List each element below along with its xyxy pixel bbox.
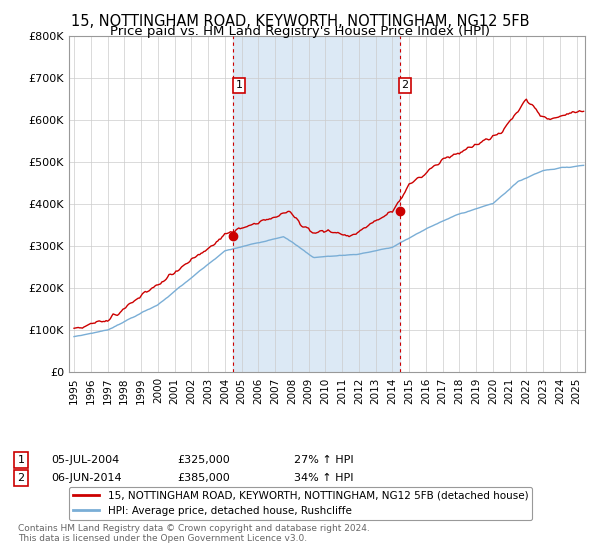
Text: 27% ↑ HPI: 27% ↑ HPI (294, 455, 353, 465)
Text: 2: 2 (401, 81, 409, 91)
Text: Contains HM Land Registry data © Crown copyright and database right 2024.
This d: Contains HM Land Registry data © Crown c… (18, 524, 370, 543)
Text: 1: 1 (235, 81, 242, 91)
Text: £325,000: £325,000 (177, 455, 230, 465)
Text: 06-JUN-2014: 06-JUN-2014 (51, 473, 122, 483)
Legend: 15, NOTTINGHAM ROAD, KEYWORTH, NOTTINGHAM, NG12 5FB (detached house), HPI: Avera: 15, NOTTINGHAM ROAD, KEYWORTH, NOTTINGHA… (69, 487, 532, 520)
Text: 05-JUL-2004: 05-JUL-2004 (51, 455, 119, 465)
Text: 34% ↑ HPI: 34% ↑ HPI (294, 473, 353, 483)
Text: £385,000: £385,000 (177, 473, 230, 483)
Text: 15, NOTTINGHAM ROAD, KEYWORTH, NOTTINGHAM, NG12 5FB: 15, NOTTINGHAM ROAD, KEYWORTH, NOTTINGHA… (71, 14, 529, 29)
Text: Price paid vs. HM Land Registry's House Price Index (HPI): Price paid vs. HM Land Registry's House … (110, 25, 490, 38)
Text: 2: 2 (17, 473, 25, 483)
Bar (233, 36, 400, 372)
Text: 1: 1 (17, 455, 25, 465)
